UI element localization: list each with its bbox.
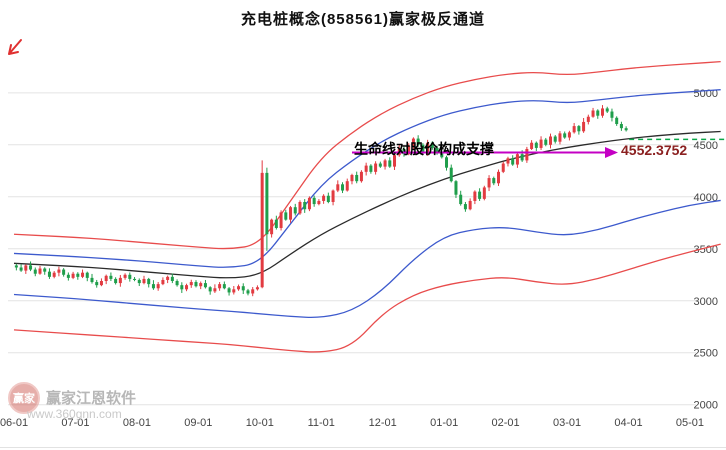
x-axis-labels: 06-01 07-01 08-01 09-01 10-01 11-01 12-01 01-01… — [0, 417, 704, 429]
x-tick-label: 08-01 — [123, 417, 151, 429]
band-upper-red — [13, 60, 721, 250]
x-tick-label: 12-01 — [369, 417, 397, 429]
x-tick-label: 04-01 — [614, 417, 642, 429]
watermark-logo-text: 赢家 — [13, 393, 35, 405]
x-tick-label: 02-01 — [492, 417, 520, 429]
y-tick-label: 4500 — [694, 140, 718, 152]
band-mid-lifeline — [13, 130, 721, 279]
x-tick-label: 03-01 — [553, 417, 581, 429]
y-tick-label: 4000 — [694, 192, 718, 204]
price-value-label: 4552.3752 — [621, 142, 688, 158]
band-lower-red — [13, 243, 721, 353]
annotation-arrow — [352, 147, 618, 158]
channel-bands — [13, 60, 721, 353]
y-tick-label: 2500 — [694, 348, 718, 360]
x-tick-label: 05-01 — [676, 417, 704, 429]
chart-title: 充电桩概念(858561)赢家极反通道 — [240, 11, 486, 28]
watermark-brand: 赢家江恩软件 — [46, 390, 137, 407]
corner-arrow-icon — [8, 39, 22, 55]
x-tick-label: 01-01 — [430, 417, 458, 429]
band-upper-blue — [13, 89, 721, 268]
x-tick-label: 09-01 — [184, 417, 212, 429]
x-tick-label: 10-01 — [246, 417, 274, 429]
y-tick-label: 2000 — [694, 400, 718, 412]
band-lower-blue — [13, 199, 721, 318]
x-tick-label: 11-01 — [308, 417, 335, 429]
candlesticks — [14, 105, 628, 297]
watermark-url: www.360gnn.com — [27, 407, 122, 421]
y-tick-label: 3000 — [694, 296, 718, 308]
grid-lines — [8, 92, 696, 406]
x-tick-label: 06-01 — [0, 417, 28, 429]
support-annotation: 生命线对股价构成支撑 — [354, 141, 494, 157]
x-tick-label: 07-01 — [61, 417, 89, 429]
watermark-logo: 赢家 — [8, 382, 40, 414]
bottom-border — [0, 447, 726, 448]
